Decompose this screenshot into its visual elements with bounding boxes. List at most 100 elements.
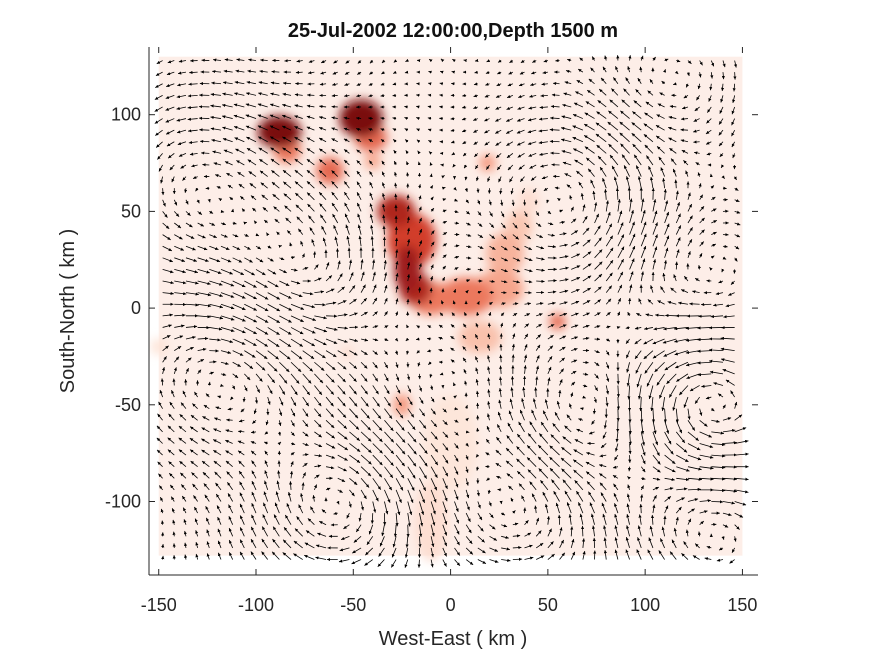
quiver-arrow <box>284 205 292 212</box>
quiver-arrow <box>267 315 281 324</box>
quiver-arrow <box>209 371 214 375</box>
quiver-arrow <box>180 402 187 409</box>
quiver-arrow <box>213 460 222 468</box>
y-tick-label: 100 <box>111 105 141 125</box>
quiver-arrow <box>294 169 303 177</box>
quiver-arrow <box>197 269 210 274</box>
quiver-arrow <box>251 502 257 514</box>
quiver-arrow <box>160 378 164 386</box>
quiver-arrow <box>290 431 295 437</box>
quiver-arrow <box>250 450 257 456</box>
quiver-arrow <box>162 245 173 252</box>
quiver-arrow <box>302 420 309 428</box>
quiver-arrow <box>302 315 317 321</box>
quiver-arrow <box>197 315 211 319</box>
quiver-arrow <box>510 376 515 386</box>
quiver-arrow <box>314 277 322 282</box>
quiver-arrow <box>279 303 293 311</box>
quiver-arrow <box>294 104 303 108</box>
quiver-arrow <box>174 280 187 285</box>
quiver-arrow <box>171 176 175 183</box>
quiver-arrow <box>264 480 269 491</box>
quiver-arrow <box>290 338 304 347</box>
quiver-arrow <box>220 338 234 344</box>
quiver-arrow <box>296 516 304 525</box>
quiver-arrow <box>267 396 271 405</box>
quiver-arrow <box>406 172 410 177</box>
quiver-arrow <box>197 245 208 251</box>
quiver-arrow <box>173 367 177 374</box>
quiver-arrow <box>176 129 187 134</box>
quiver-arrow <box>269 103 280 108</box>
quiver-arrow <box>220 222 226 226</box>
quiver-arrow <box>285 217 292 224</box>
quiver-arrow <box>315 544 327 549</box>
quiver-arrow <box>232 221 237 225</box>
quiver-arrow <box>232 373 239 379</box>
quiver-arrow <box>161 544 165 548</box>
quiver-arrow <box>314 315 327 320</box>
quiver-arrow <box>213 58 222 62</box>
quiver-arrow <box>158 401 163 409</box>
quiver-arrow <box>237 171 245 177</box>
quiver-arrow <box>314 396 322 407</box>
quiver-arrow <box>247 159 257 166</box>
quiver-arrow <box>241 208 246 213</box>
quiver-arrow <box>174 245 185 251</box>
quiver-arrow <box>218 197 223 202</box>
quiver-arrow <box>244 303 258 311</box>
quiver-arrow <box>290 361 302 373</box>
quiver-arrow <box>302 396 310 407</box>
quiver-arrow <box>297 228 304 235</box>
quiver-arrow <box>197 280 211 286</box>
quiver-arrow <box>277 441 282 446</box>
quiver-arrow <box>302 453 309 457</box>
quiver-arrow <box>302 373 312 384</box>
quiver-arrow <box>197 234 206 239</box>
quiver-arrow <box>259 69 268 74</box>
quiver-arrow <box>209 327 223 331</box>
concentration-blob <box>485 232 525 276</box>
quiver-arrow <box>260 182 268 189</box>
quiver-arrow <box>201 438 210 444</box>
quiver-arrow <box>225 429 233 433</box>
quiver-arrow <box>286 503 292 514</box>
quiver-arrow <box>166 83 175 88</box>
quiver-arrow <box>302 462 308 468</box>
quiver-arrow <box>314 373 324 384</box>
quiver-arrow <box>170 496 175 502</box>
quiver-arrow <box>178 449 187 456</box>
concentration-blob <box>549 313 566 330</box>
quiver-arrow <box>272 538 280 549</box>
quiver-arrow <box>177 71 187 75</box>
quiver-arrow <box>157 461 163 467</box>
quiver-arrow <box>165 94 175 99</box>
quiver-arrow <box>162 280 174 285</box>
quiver-arrow <box>282 169 292 177</box>
quiver-arrow <box>195 530 199 537</box>
quiver-arrow <box>215 406 222 410</box>
quiver-arrow <box>232 245 241 251</box>
quiver-arrow <box>178 437 187 444</box>
quiver-arrow <box>283 526 292 537</box>
quiver-arrow <box>161 555 165 560</box>
quiver-arrow <box>314 338 327 346</box>
quiver-arrow <box>279 373 288 384</box>
quiver-arrow <box>270 92 280 96</box>
quiver-arrow <box>220 350 232 355</box>
quiver-arrow <box>230 396 234 401</box>
quiver-arrow <box>263 502 269 514</box>
quiver-arrow <box>311 239 315 247</box>
quiver-arrow <box>203 483 210 491</box>
quiver-arrow <box>169 401 175 409</box>
quiver-arrow <box>232 280 246 288</box>
quiver-arrow <box>263 441 268 445</box>
quiver-arrow <box>173 211 180 218</box>
quiver-arrow <box>250 430 257 434</box>
quiver-arrow <box>294 126 303 131</box>
quiver-arrow <box>278 396 284 406</box>
quiver-arrow <box>245 103 257 108</box>
quiver-arrow <box>185 357 192 363</box>
quiver-arrow <box>306 126 315 131</box>
quiver-arrow <box>240 195 245 201</box>
